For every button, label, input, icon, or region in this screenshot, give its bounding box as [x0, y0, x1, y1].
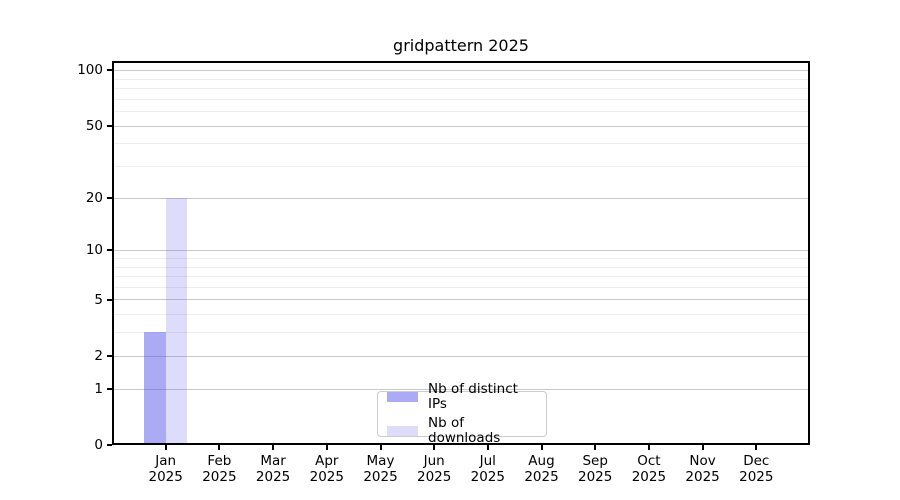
legend-swatch-downloads-icon: [387, 426, 418, 436]
x-tick-label: Mar 2025: [256, 453, 290, 485]
x-label-month: Jan: [155, 453, 177, 469]
minor-gridline: [114, 314, 808, 315]
legend-item-downloads: Nb of downloads: [387, 416, 537, 446]
major-gridline: [114, 70, 808, 71]
x-tick-label: Jul 2025: [471, 453, 505, 485]
y-tick: [107, 354, 112, 357]
x-tick: [701, 445, 704, 450]
y-tick: [107, 196, 112, 199]
major-gridline: [114, 250, 808, 251]
x-label-year: 2025: [470, 469, 505, 485]
x-tick: [379, 445, 382, 450]
x-label-month: Oct: [637, 453, 661, 469]
x-tick-label: Sep 2025: [578, 453, 612, 485]
x-label-month: Jun: [423, 453, 445, 469]
y-tick-label: 1: [94, 380, 103, 397]
y-tick: [107, 249, 112, 252]
x-tick: [433, 445, 436, 450]
minor-gridline: [114, 111, 808, 112]
x-tick: [272, 445, 275, 450]
major-gridline: [114, 198, 808, 199]
x-label-year: 2025: [578, 469, 613, 485]
x-label-year: 2025: [417, 469, 452, 485]
major-gridline: [114, 356, 808, 357]
x-label-month: Apr: [315, 453, 339, 469]
x-label-year: 2025: [631, 469, 667, 485]
y-tick: [107, 298, 112, 301]
x-tick-label: May 2025: [363, 453, 397, 485]
x-label-year: 2025: [524, 469, 559, 485]
x-label-month: Dec: [743, 453, 770, 469]
y-tick-label: 20: [85, 189, 103, 206]
y-tick-label: 5: [94, 291, 103, 308]
legend-item-distinct-ips: Nb of distinct IPs: [387, 382, 537, 412]
x-tick: [325, 445, 328, 450]
bar-distinct-ips-jan: [144, 332, 166, 444]
y-tick: [107, 69, 112, 72]
y-tick: [107, 124, 112, 127]
y-tick-label: 10: [85, 242, 103, 259]
minor-gridline: [114, 267, 808, 268]
x-tick: [164, 445, 167, 450]
y-tick-label: 50: [85, 117, 103, 134]
y-tick-label: 100: [77, 62, 103, 79]
minor-gridline: [114, 287, 808, 288]
legend: Nb of distinct IPs Nb of downloads: [377, 382, 547, 446]
x-label-year: 2025: [148, 469, 183, 485]
x-tick: [594, 445, 597, 450]
x-label-month: Nov: [689, 453, 716, 469]
x-tick-label: Jun 2025: [417, 453, 451, 485]
x-tick-label: Dec 2025: [739, 453, 773, 485]
minor-gridline: [114, 332, 808, 333]
major-gridline: [114, 299, 808, 300]
x-label-year: 2025: [685, 469, 720, 485]
legend-swatch-distinct-ips-icon: [387, 392, 418, 402]
minor-gridline: [114, 166, 808, 167]
x-label-month: Jul: [479, 453, 496, 469]
y-tick: [107, 444, 112, 446]
chart-title: gridpattern 2025: [393, 36, 529, 55]
x-label-month: Aug: [528, 453, 555, 469]
minor-gridline: [114, 88, 808, 89]
major-gridline: [114, 389, 808, 390]
x-tick: [486, 445, 489, 450]
x-tick: [540, 445, 543, 450]
minor-gridline: [114, 258, 808, 259]
x-label-year: 2025: [739, 469, 774, 485]
x-label-year: 2025: [255, 469, 291, 485]
x-tick-label: Nov 2025: [685, 453, 719, 485]
x-tick-label: Apr 2025: [310, 453, 344, 485]
x-label-month: Sep: [582, 453, 608, 469]
bar-downloads-jan: [165, 197, 188, 444]
minor-gridline: [114, 276, 808, 277]
y-tick-label: 0: [94, 437, 103, 453]
y-tick: [107, 387, 112, 390]
x-label-month: Mar: [260, 453, 286, 469]
x-tick-label: Feb 2025: [202, 453, 236, 485]
legend-label-distinct-ips: Nb of distinct IPs: [428, 381, 518, 412]
x-tick: [755, 445, 758, 450]
x-tick: [218, 445, 221, 450]
y-tick-label: 2: [94, 347, 103, 364]
minor-gridline: [114, 143, 808, 144]
x-tick-label: Aug 2025: [524, 453, 558, 485]
x-label-year: 2025: [202, 469, 237, 485]
legend-label-downloads: Nb of downloads: [428, 415, 501, 446]
x-tick-label: Jan 2025: [149, 453, 183, 485]
minor-gridline: [114, 79, 808, 80]
minor-gridline: [114, 99, 808, 100]
x-label-month: Feb: [207, 453, 232, 469]
x-label-year: 2025: [363, 469, 398, 485]
x-tick-label: Oct 2025: [632, 453, 666, 485]
x-tick: [647, 445, 650, 450]
x-label-month: May: [366, 453, 395, 469]
major-gridline: [114, 126, 808, 127]
x-label-year: 2025: [309, 469, 344, 485]
